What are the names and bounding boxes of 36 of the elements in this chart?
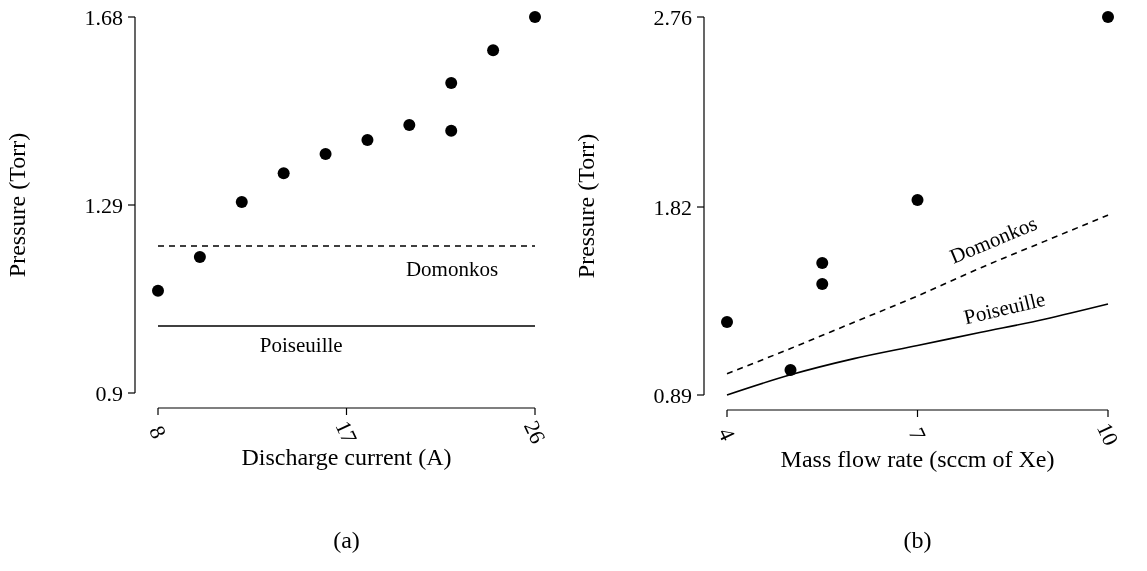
point [487,44,500,57]
point [529,11,541,23]
point [403,118,416,131]
point [319,147,332,160]
y-tick-label: 2.76 [653,4,692,30]
series-label: Domonkos [405,256,499,281]
y-axis-title: Pressure (Torr) [573,133,599,279]
y-tick-label: 0.9 [95,380,123,406]
y-tick-label: 1.68 [84,4,123,30]
text: Poiseuille [961,286,1048,330]
point [445,124,458,137]
text: (b) [903,527,932,554]
x-tick-label: 8 [144,421,172,443]
series-label: Poiseuille [259,332,343,357]
point [361,133,374,146]
point [152,284,164,297]
point [277,167,290,180]
point [193,251,206,264]
x-tick-label: 10 [1091,418,1124,450]
point [911,193,924,206]
x-axis-title: Mass flow rate (sccm of Xe) [780,446,1055,472]
point [445,77,458,90]
y-axis-title: Pressure (Torr) [4,132,30,278]
point [1102,11,1114,23]
x-tick-label: 26 [518,416,551,448]
line-series [726,214,1109,375]
x-tick-label: 4 [713,423,741,445]
point [816,278,829,291]
y-tick-label: 1.29 [84,192,123,218]
point [721,316,733,329]
point [235,196,248,209]
y-tick-label: 0.89 [653,382,692,408]
x-tick-label: 7 [903,423,931,445]
point [816,257,829,269]
text: (a) [333,527,360,554]
y-tick-label: 1.82 [653,194,692,220]
